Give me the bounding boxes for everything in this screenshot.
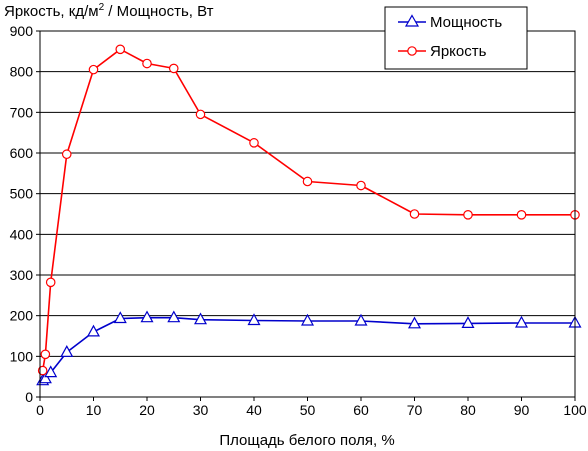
data-point-triangle bbox=[354, 313, 368, 326]
data-point-circle bbox=[61, 149, 72, 160]
data-point-circle bbox=[249, 138, 259, 148]
x-tick-label: 40 bbox=[246, 402, 262, 418]
x-tick-label: 20 bbox=[139, 402, 155, 418]
data-point-circle bbox=[168, 63, 179, 74]
data-point-triangle bbox=[38, 371, 52, 384]
data-point-circle bbox=[195, 109, 206, 120]
data-point-circle bbox=[463, 210, 473, 220]
data-point-circle bbox=[40, 349, 51, 360]
y-tick-label: 500 bbox=[10, 186, 34, 202]
x-tick-label: 60 bbox=[353, 402, 369, 418]
x-tick-label: 10 bbox=[86, 402, 102, 418]
y-axis-title: Яркость, кд/м2 / Мощность, Вт bbox=[4, 2, 214, 20]
data-point-circle bbox=[409, 209, 420, 219]
x-axis-title: Площадь белого поля, % bbox=[219, 432, 394, 449]
legend-brightness-marker bbox=[407, 46, 417, 56]
x-tick-label: 90 bbox=[514, 402, 530, 418]
y-tick-label: 400 bbox=[10, 226, 34, 242]
data-point-triangle bbox=[514, 315, 529, 328]
data-point-circle bbox=[356, 180, 366, 191]
legend-power-marker bbox=[404, 14, 420, 27]
data-point-circle bbox=[37, 365, 48, 376]
data-point-triangle bbox=[407, 316, 422, 329]
y-tick-label: 300 bbox=[10, 267, 34, 283]
data-point-circle bbox=[115, 44, 126, 55]
data-point-triangle bbox=[113, 311, 127, 324]
series-line-0 bbox=[42, 316, 575, 382]
data-point-triangle bbox=[86, 324, 101, 337]
plot-frame bbox=[39, 30, 576, 398]
data-point-circle bbox=[516, 210, 527, 220]
data-point-triangle bbox=[300, 313, 315, 326]
x-tick-labels: 0 10 20 30 40 50 60 70 80 90 100 bbox=[36, 402, 587, 418]
data-point-triangle bbox=[247, 313, 261, 326]
data-point-triangle bbox=[60, 345, 74, 357]
y-tick-label: 600 bbox=[10, 145, 34, 161]
y-tick-label: 100 bbox=[10, 348, 34, 364]
y-tick-label: 200 bbox=[10, 308, 34, 324]
data-point-triangle bbox=[461, 316, 475, 328]
y-tick-label: 900 bbox=[10, 23, 34, 39]
legend-box bbox=[384, 6, 528, 70]
data-point-triangle bbox=[167, 310, 181, 323]
data-point-circle bbox=[88, 64, 99, 75]
x-tick-label: 80 bbox=[460, 402, 476, 418]
data-point-circle bbox=[45, 277, 56, 288]
data-point-triangle bbox=[44, 365, 58, 378]
plot-background bbox=[40, 31, 575, 397]
data-point-circle bbox=[302, 176, 313, 187]
y-tick-label: 700 bbox=[10, 104, 34, 120]
data-point-triangle bbox=[140, 310, 154, 323]
grid bbox=[36, 30, 576, 401]
legend: Мощность Яркость bbox=[384, 6, 528, 70]
y-tick-label: 0 bbox=[25, 389, 33, 405]
x-tick-label: 100 bbox=[563, 402, 587, 418]
series-line-1 bbox=[41, 48, 575, 371]
data-point-triangle bbox=[193, 312, 208, 325]
x-tick-label: 50 bbox=[300, 402, 316, 418]
y-tick-label: 800 bbox=[10, 64, 34, 80]
legend-brightness-label: Яркость bbox=[430, 43, 487, 60]
x-tick-label: 30 bbox=[193, 402, 209, 418]
legend-power-label: Мощность bbox=[430, 14, 502, 31]
x-tick-label: 70 bbox=[407, 402, 423, 418]
y-tick-labels: 0 100 200 300 400 500 600 700 800 900 bbox=[10, 23, 34, 405]
data-point-circle bbox=[142, 58, 152, 69]
x-tick-label: 0 bbox=[36, 402, 44, 418]
